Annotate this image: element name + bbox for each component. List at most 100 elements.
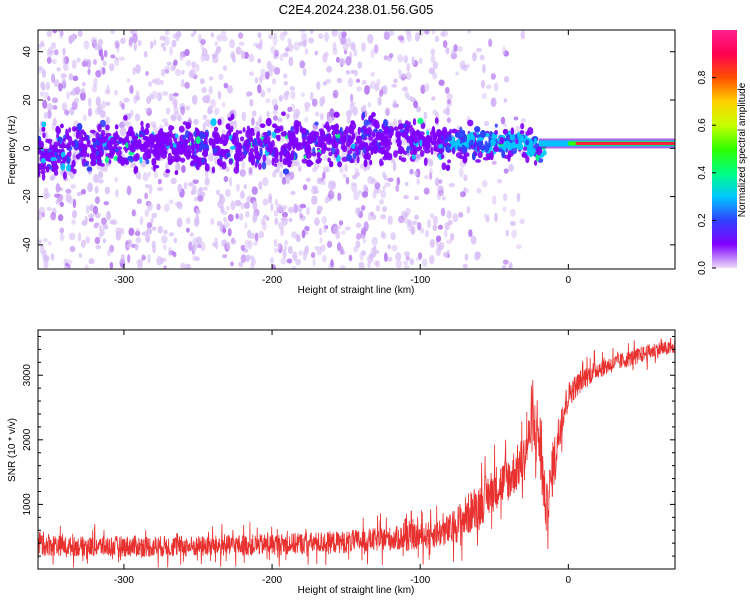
heatmap-cell xyxy=(505,229,509,237)
heatmap-cell xyxy=(254,77,259,84)
heatmap-cell xyxy=(88,217,94,223)
heatmap-cell xyxy=(370,146,374,156)
heatmap-cell xyxy=(445,131,452,135)
heatmap-cell xyxy=(191,61,197,69)
heatmap-cell xyxy=(404,91,410,99)
heatmap-cell xyxy=(217,158,222,166)
heatmap-cell xyxy=(430,48,436,56)
heatmap-cell xyxy=(173,106,179,115)
heatmap-cell xyxy=(151,240,156,249)
heatmap-cell xyxy=(185,227,190,233)
heatmap-cell xyxy=(198,186,204,192)
heatmap-cell xyxy=(417,221,422,231)
heatmap-cell xyxy=(234,199,242,207)
snr-y-tick-label: 3000 xyxy=(22,364,33,387)
heatmap-cell xyxy=(355,78,361,83)
heatmap-cell xyxy=(364,128,369,135)
heatmap-cell xyxy=(180,262,186,269)
heatmap-cell xyxy=(131,33,138,44)
heatmap-cell xyxy=(330,146,336,155)
colorbar-label: Normalized spectral amplitude xyxy=(737,82,748,217)
heatmap-cell xyxy=(105,124,110,131)
spectrogram-x-tick-label: -100 xyxy=(410,275,430,286)
heatmap-cell xyxy=(262,137,268,145)
heatmap-cell xyxy=(462,133,468,143)
heatmap-cell xyxy=(174,170,179,175)
heatmap-cell xyxy=(317,33,324,40)
heatmap-cell xyxy=(510,127,514,136)
heatmap-cell xyxy=(40,158,46,164)
heatmap-cell xyxy=(222,65,228,71)
heatmap-cell xyxy=(423,157,428,167)
heatmap-cell xyxy=(157,225,163,234)
snr-panel: -300 -200 -100 0 1000 2000 3000 Height of stra… xyxy=(7,329,676,596)
heatmap-cell xyxy=(148,81,153,87)
heatmap-cell xyxy=(469,139,474,146)
heatmap-cell xyxy=(228,127,232,136)
heatmap-cell xyxy=(354,69,358,77)
heatmap-cell xyxy=(218,73,224,81)
heatmap-cell xyxy=(502,128,509,135)
heatmap-cell xyxy=(47,152,53,157)
heatmap-cell xyxy=(238,261,244,268)
heatmap-cell xyxy=(353,192,360,201)
heatmap-cell xyxy=(240,254,247,263)
heatmap-cell xyxy=(69,232,76,241)
heatmap-cell xyxy=(502,193,508,202)
heatmap-cell xyxy=(84,264,89,269)
heatmap-cell xyxy=(75,130,79,140)
heatmap-cell xyxy=(477,150,483,159)
heatmap-cell xyxy=(282,168,290,175)
heatmap-cell xyxy=(130,142,135,149)
heatmap-cell xyxy=(208,138,214,146)
heatmap-cell xyxy=(133,42,137,51)
heatmap-cell xyxy=(97,178,104,184)
heatmap-cell xyxy=(515,244,522,250)
heatmap-cell xyxy=(438,189,445,197)
heatmap-cell xyxy=(120,157,127,165)
heatmap-cell xyxy=(109,63,115,72)
heatmap-cell xyxy=(239,136,245,142)
heatmap-cell xyxy=(452,146,456,155)
heatmap-cell xyxy=(195,215,200,225)
heatmap-cell xyxy=(444,86,450,94)
heatmap-cell xyxy=(428,168,433,175)
heatmap-cell xyxy=(461,130,466,136)
heatmap-cell xyxy=(100,54,105,62)
heatmap-cell xyxy=(101,217,107,226)
heatmap-cell xyxy=(395,259,403,269)
heatmap-cell xyxy=(76,191,83,197)
spectrogram-x-axis-label: Height of straight line (km) xyxy=(298,285,415,296)
heatmap-cell xyxy=(445,47,450,55)
heatmap-cell xyxy=(264,71,270,80)
heatmap-cell xyxy=(61,102,68,112)
heatmap-cell xyxy=(375,131,383,140)
heatmap-cell xyxy=(273,32,278,39)
heatmap-cell xyxy=(62,47,66,56)
heatmap-cell xyxy=(490,73,496,80)
heatmap-cell xyxy=(258,230,265,239)
heatmap-cell xyxy=(339,138,346,144)
heatmap-cell xyxy=(474,251,481,261)
heatmap-cell xyxy=(180,144,186,149)
heatmap-cell xyxy=(278,94,283,102)
heatmap-cell xyxy=(484,120,490,127)
snr-y-tick-label: 1000 xyxy=(22,493,33,516)
heatmap-cell xyxy=(53,169,59,176)
heatmap-cell xyxy=(414,32,421,42)
heatmap-cell xyxy=(380,161,384,166)
heatmap-cell xyxy=(409,168,414,175)
heatmap-cell xyxy=(151,212,158,219)
heatmap-cell xyxy=(145,71,149,77)
heatmap-cell xyxy=(311,98,318,107)
heatmap-cell xyxy=(430,55,436,64)
heatmap-cell xyxy=(406,136,411,144)
heatmap-cell xyxy=(40,150,46,159)
heatmap-cell xyxy=(282,158,288,165)
heatmap-cell xyxy=(461,144,465,152)
heatmap-cell xyxy=(239,169,246,177)
heatmap-cell xyxy=(461,64,467,69)
heatmap-cell xyxy=(382,206,387,213)
heatmap-cell xyxy=(164,65,170,71)
heatmap-cell xyxy=(418,133,422,141)
